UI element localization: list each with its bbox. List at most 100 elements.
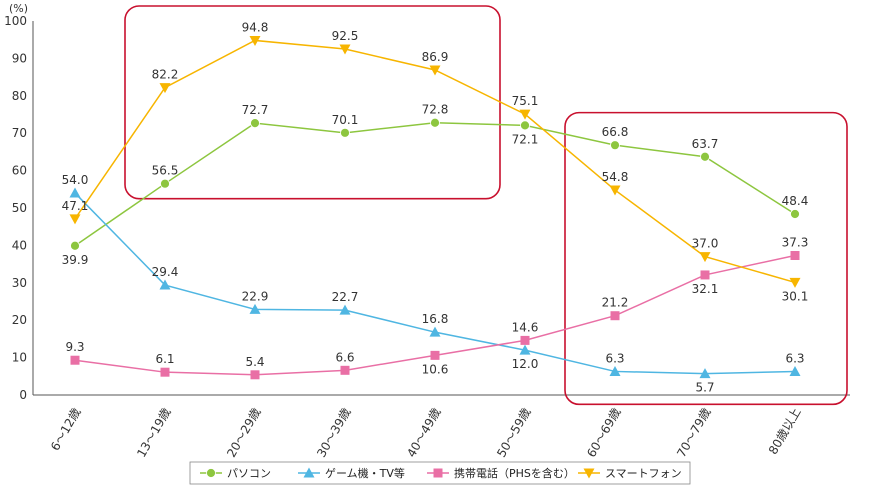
legend-marker [303,467,315,478]
y-tick-label: 10 [12,351,27,365]
y-tick-label: 40 [12,238,27,252]
data-label: 72.8 [422,103,449,117]
data-label: 22.9 [242,289,269,303]
data-point [790,209,800,219]
data-label: 72.7 [242,103,269,117]
y-tick-label: 100 [4,14,27,28]
data-label: 94.8 [242,20,269,34]
data-label: 54.8 [602,170,629,184]
legend-marker [206,468,216,478]
x-tick-label: 20～29歳 [224,406,263,460]
data-label: 6.3 [605,351,624,365]
data-label: 56.5 [152,164,179,178]
data-label: 5.7 [695,381,714,395]
data-label: 72.1 [512,132,539,146]
series-markers [69,35,801,380]
data-point [160,178,170,189]
data-point [430,350,440,360]
data-label: 70.1 [332,113,359,127]
data-point [250,118,260,129]
data-point [250,370,260,380]
x-tick-label: 13～19歳 [134,406,173,460]
y-tick-label: 50 [12,201,27,215]
data-point [789,365,801,376]
data-point [609,185,621,196]
data-label: 37.3 [782,235,809,249]
data-label: 12.0 [512,357,539,371]
axes: (%) 0 10 20 30 40 50 60 70 80 90 100 6～12歳 13～19歳 20～2… [4,2,850,460]
data-point [249,35,261,46]
data-point [249,303,261,314]
data-point [700,270,710,280]
y-tick-label: 20 [12,313,27,327]
highlight-box-elderly [564,111,848,406]
data-label: 54.0 [62,173,89,187]
x-tick-label: 60～69歳 [584,406,623,460]
data-point [70,240,80,251]
data-label: 32.1 [692,282,719,296]
data-label: 37.0 [692,237,719,251]
data-point [340,365,350,375]
data-point [69,214,81,225]
series-line-3 [74,39,796,284]
data-point [520,335,530,345]
x-tick-label: 70～79歳 [674,406,713,460]
data-point [340,127,350,138]
data-point [610,140,620,151]
data-label: 10.6 [422,362,449,376]
data-point [699,368,711,379]
data-point [699,252,711,263]
legend-label: ゲーム機・TV等 [325,466,405,480]
data-point [519,109,531,120]
data-label: 14.6 [512,320,539,334]
data-point [519,344,531,355]
data-point [159,83,171,94]
data-point [69,187,81,198]
data-point [520,120,530,131]
data-point [70,355,80,365]
legend-label: スマートフォン [605,467,682,480]
data-point [789,277,801,288]
data-label: 6.1 [155,352,174,366]
data-label: 6.3 [785,351,804,365]
data-point [700,151,710,162]
data-label: 30.1 [782,289,809,303]
data-label: 9.3 [65,340,84,354]
data-label: 22.7 [332,290,359,304]
y-axis-unit: (%) [9,2,28,15]
data-point [429,65,441,76]
data-point [339,304,351,315]
data-label: 75.1 [512,94,539,108]
data-label: 16.8 [422,312,449,326]
x-tick-label: 6～12歳 [48,406,84,454]
y-tick-label: 30 [12,276,27,290]
data-label: 92.5 [332,29,359,43]
legend-marker [583,468,595,479]
legend: パソコン ゲーム機・TV等 携帯電話（PHSを含む） スマートフォン [189,461,691,485]
data-label: 6.6 [335,350,354,364]
data-label: 39.9 [62,253,89,267]
x-tick-label: 30～39歳 [314,406,353,460]
y-tick-label: 0 [19,388,27,402]
data-labels: 39.9 56.5 72.7 70.1 72.8 72.1 66.8 63.7 48.4 54.0… [62,20,809,394]
data-label: 63.7 [692,137,719,151]
data-label: 48.4 [782,194,809,208]
data-point [339,44,351,55]
data-point [159,279,171,290]
y-tick-label: 60 [12,164,27,178]
x-tick-label: 40～49歳 [404,406,443,460]
data-point [790,250,800,260]
data-label: 47.1 [62,199,89,213]
legend-label: 携帯電話（PHSを含む） [454,466,575,480]
data-point [160,367,170,377]
data-label: 86.9 [422,50,449,64]
y-tick-label: 70 [12,126,27,140]
y-tick-label: 80 [12,89,27,103]
x-tick-label: 50～59歳 [494,406,533,460]
legend-label: パソコン [227,467,271,480]
data-point [429,326,441,337]
y-tick-label: 90 [12,51,27,65]
data-point [430,117,440,128]
data-label: 5.4 [245,355,264,369]
